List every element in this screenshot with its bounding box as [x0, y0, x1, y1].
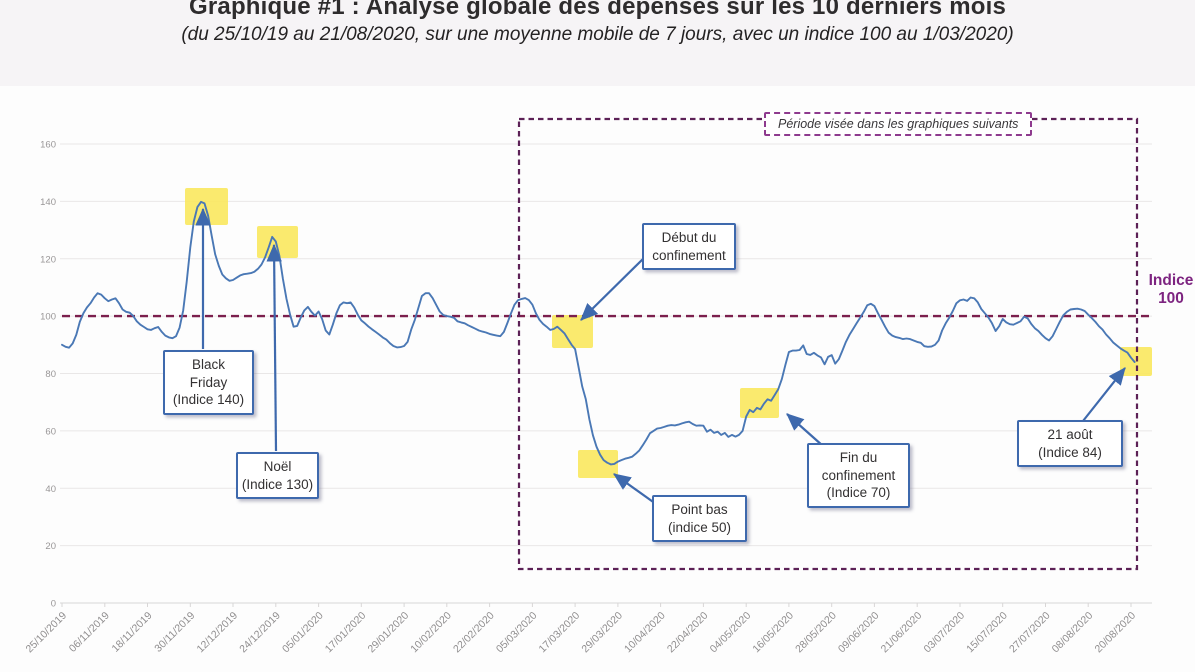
x-tick-label: 18/11/2019	[110, 610, 155, 655]
highlight-box	[740, 388, 779, 418]
annotation-black-friday: Black Friday (Indice 140)	[163, 350, 254, 415]
x-tick-label: 30/11/2019	[152, 610, 197, 655]
highlight-box	[578, 450, 618, 478]
chart-header: Graphique #1 : Analyse globale des dépen…	[0, 0, 1195, 86]
highlight-box	[257, 226, 298, 258]
annotation-noel: Noël (Indice 130)	[236, 452, 319, 500]
annotation-21-aout: 21 août (Indice 84)	[1017, 420, 1123, 468]
x-tick-label: 15/07/2020	[964, 610, 1010, 656]
highlight-box	[185, 188, 228, 225]
y-tick-label: 160	[40, 140, 56, 151]
annotation-arrow	[1082, 367, 1126, 422]
x-tick-label: 06/11/2019	[67, 610, 112, 655]
page-title: Graphique #1 : Analyse globale des dépen…	[188, 0, 1007, 20]
x-tick-label: 29/03/2020	[579, 610, 625, 656]
page-subtitle: (du 25/10/19 au 21/08/2020, sur une moye…	[181, 24, 1014, 45]
annotation-point-bas: Point bas (indice 50)	[652, 495, 747, 543]
x-tick-label: 27/07/2020	[1007, 610, 1053, 656]
x-tick-label: 03/07/2020	[921, 610, 967, 656]
x-tick-label: 24/12/2019	[237, 610, 283, 656]
x-tick-label: 29/01/2020	[366, 610, 412, 656]
y-tick-label: 120	[40, 254, 56, 265]
y-tick-label: 20	[45, 541, 56, 552]
indice-100-label: Indice 100	[1148, 272, 1194, 308]
y-tick-label: 60	[45, 426, 56, 437]
x-tick-label: 22/02/2020	[451, 610, 497, 656]
x-tick-label: 17/01/2020	[323, 610, 369, 656]
y-tick-label: 80	[45, 369, 56, 380]
annotation-debut-confinement: Début du confinement	[642, 223, 736, 271]
x-tick-label: 20/08/2020	[1092, 610, 1138, 656]
highlight-box	[552, 315, 593, 348]
x-tick-label: 28/05/2020	[793, 610, 839, 656]
y-tick-label: 0	[51, 599, 56, 610]
x-tick-label: 10/04/2020	[622, 610, 668, 656]
y-tick-label: 40	[45, 484, 56, 495]
spending-line	[61, 200, 1136, 466]
annotation-arrow	[266, 243, 282, 452]
y-tick-label: 140	[40, 197, 56, 208]
x-tick-label: 05/03/2020	[494, 610, 540, 656]
annotation-fin-confinement: Fin du confinement (Indice 70)	[807, 443, 910, 508]
x-tick-label: 22/04/2020	[665, 610, 711, 656]
x-tick-label: 12/12/2019	[194, 610, 240, 656]
annotation-arrow	[580, 255, 647, 321]
x-tick-label: 25/10/2019	[23, 610, 69, 656]
x-tick-label: 17/03/2020	[537, 610, 583, 656]
x-tick-label: 04/05/2020	[708, 610, 754, 656]
y-tick-label: 100	[40, 312, 56, 323]
period-box-label: Période visée dans les graphiques suivan…	[764, 112, 1033, 136]
x-tick-label: 21/06/2020	[879, 610, 925, 656]
x-tick-label: 09/06/2020	[836, 610, 882, 656]
x-tick-label: 05/01/2020	[280, 610, 326, 656]
x-tick-label: 10/02/2020	[408, 610, 454, 656]
x-tick-label: 16/05/2020	[750, 610, 796, 656]
annotation-arrow	[613, 473, 657, 505]
x-tick-label: 08/08/2020	[1050, 610, 1096, 656]
annotation-arrow	[786, 413, 824, 447]
